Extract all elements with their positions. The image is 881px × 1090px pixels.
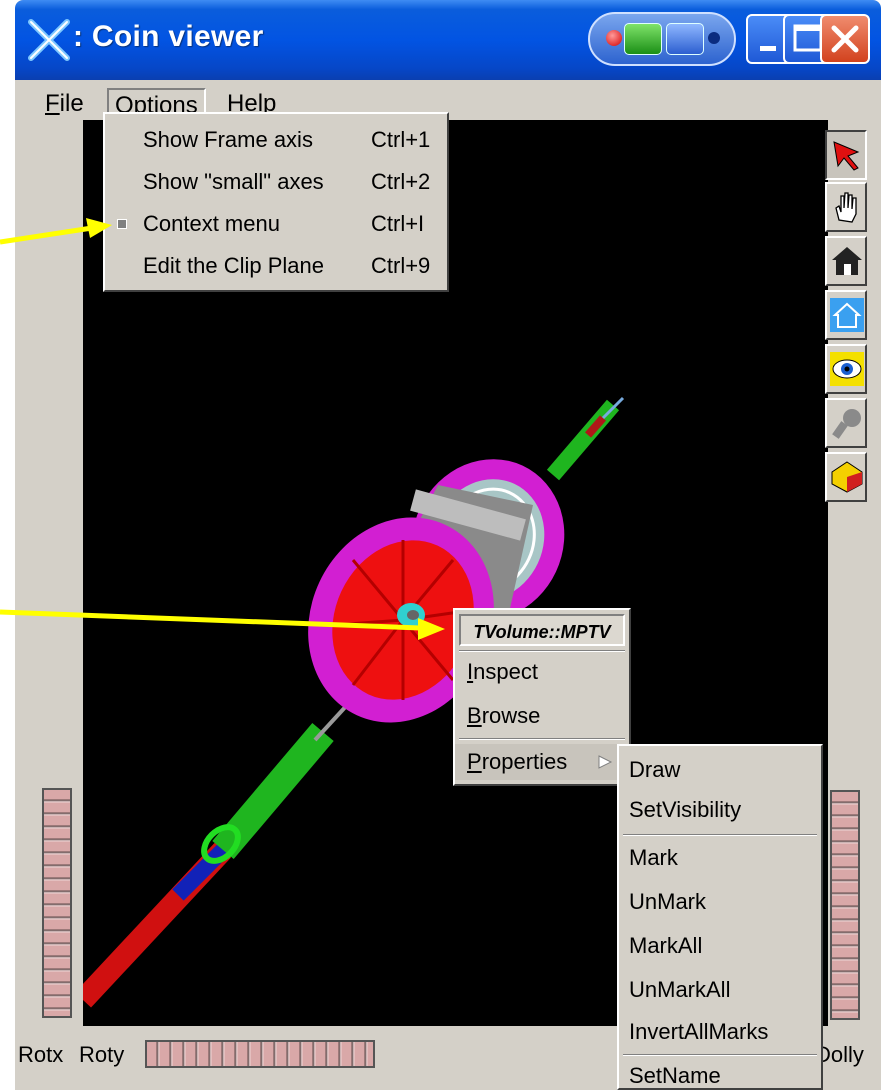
dolly-thumbwheel[interactable] [830,790,860,1020]
menu-item-context-menu[interactable]: Context menu Ctrl+I [105,206,447,242]
window-title: : Coin viewer [73,20,264,53]
menu-item-unmark[interactable]: UnMark [629,889,707,914]
context-menu-header: TVolume::MPTV [459,614,625,646]
roty-label: Roty [79,1042,125,1067]
home-button[interactable] [825,236,867,286]
menu-item-setname[interactable]: SetName [629,1063,721,1088]
context-menu: TVolume::MPTV Inspect Browse Properties [453,608,631,786]
seek-button[interactable] [825,398,867,448]
select-tool-button[interactable] [825,130,867,180]
view-all-button[interactable] [825,344,867,394]
hand-icon [835,192,857,223]
menu-item-browse[interactable]: Browse [467,703,541,728]
menu-item-show-small-axes[interactable]: Show "small" axes Ctrl+2 [143,169,431,194]
eye-icon[interactable] [624,23,662,55]
projection-cube-icon [831,461,863,493]
coin-viewer-window: : Coin viewer File Options Help [15,0,881,1090]
menu-item-draw[interactable]: Draw [629,757,681,782]
menu-item-show-frame-axis[interactable]: Show Frame axis Ctrl+1 [143,127,431,152]
tray-dot-icon [708,32,720,44]
seek-icon [832,409,861,439]
menu-file[interactable]: File [45,90,84,117]
menu-item-mark[interactable]: Mark [629,845,678,870]
separator [623,834,817,836]
close-icon [831,25,859,53]
set-home-icon [830,298,864,332]
maximize-button[interactable] [783,14,833,64]
select-arrow-icon [833,141,860,171]
menu-item-setvisibility[interactable]: SetVisibility [629,797,742,822]
projection-button[interactable] [825,452,867,502]
options-menu: Show Frame axis Ctrl+1 Show "small" axes… [103,112,449,292]
menu-item-unmarkall[interactable]: UnMarkAll [629,977,731,1002]
menu-item-edit-clip-plane[interactable]: Edit the Clip Plane Ctrl+9 [143,253,431,278]
separator [459,650,625,652]
menu-item-properties[interactable]: Properties [455,744,629,780]
minimize-icon [760,46,776,51]
properties-submenu: Draw SetVisibility Mark UnMark MarkAll U… [617,744,823,1090]
menu-item-markall[interactable]: MarkAll [629,933,703,958]
view-tool-button[interactable] [825,182,867,232]
title-bar[interactable]: : Coin viewer [15,0,881,80]
menu-item-invertallmarks[interactable]: InvertAllMarks [629,1019,769,1044]
rotx-label: Rotx [18,1042,64,1067]
record-icon[interactable] [606,30,622,46]
exit-arrow-icon[interactable] [666,23,704,55]
separator [459,738,625,740]
view-all-eye-icon [830,352,864,386]
home-icon [832,247,862,275]
x-app-icon [28,19,70,61]
separator [623,1054,817,1056]
dolly-label: Dolly [815,1042,864,1067]
roty-thumbwheel[interactable] [145,1040,375,1068]
menu-item-inspect[interactable]: Inspect [467,659,538,684]
close-button[interactable] [820,14,870,64]
title-tray [588,12,736,66]
rotx-thumbwheel[interactable] [42,788,72,1018]
checkmark-icon [117,219,127,229]
set-home-button[interactable] [825,290,867,340]
submenu-arrow-icon [598,755,613,769]
